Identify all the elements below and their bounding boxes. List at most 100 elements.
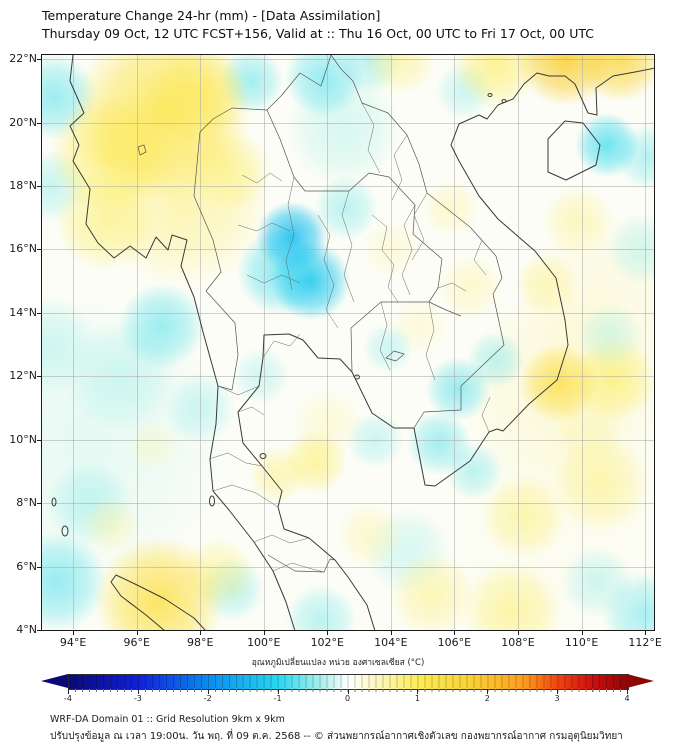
border-cambodia	[350, 293, 505, 429]
gridline-v	[518, 55, 519, 630]
hainan-island	[547, 120, 601, 181]
x-axis-tick	[327, 631, 329, 635]
colorbar-tick-label: -3	[133, 694, 142, 703]
x-tick-label: 100°E	[247, 636, 281, 649]
colorbar-tick	[557, 689, 559, 694]
country-borders-group	[137, 55, 505, 573]
colorbar-tick	[417, 689, 419, 694]
y-tick-label: 22°N	[9, 52, 37, 66]
tonle-sap-lake	[385, 350, 405, 362]
y-tick-label: 16°N	[9, 242, 37, 256]
colorbar-left-arrow	[41, 674, 68, 688]
y-axis-tick	[37, 59, 41, 61]
gridline-v	[581, 55, 583, 630]
y-tick-label: 6°N	[16, 559, 37, 573]
gridline-v	[200, 55, 202, 630]
border-thailand-malaysia	[267, 554, 336, 573]
chart-title: Temperature Change 24-hr (mm) - [Data As…	[42, 8, 381, 23]
province-borders-group	[208, 102, 491, 573]
gridline-h	[42, 59, 654, 61]
x-axis-tick	[518, 631, 519, 635]
footer-domain-info: WRF-DA Domain 01 :: Grid Resolution 9km …	[50, 714, 285, 725]
y-tick-label: 10°N	[9, 432, 37, 446]
gridline-v	[327, 55, 329, 630]
x-axis-tick	[390, 631, 392, 635]
chart-subtitle: Thursday 09 Oct, 12 UTC FCST+156, Valid …	[42, 26, 594, 41]
x-axis-tick	[136, 631, 138, 635]
x-tick-label: 102°E	[310, 636, 345, 649]
island-tonkin-2	[501, 99, 507, 103]
gridline-h	[42, 249, 654, 251]
y-tick-label: 18°N	[9, 179, 37, 192]
x-axis-tick	[263, 631, 265, 635]
border-myanmar-thailand	[193, 131, 239, 391]
colorbar-tick-label: 3	[554, 694, 560, 703]
colorbar-tick	[207, 689, 209, 694]
gridline-h	[42, 439, 654, 441]
x-axis-tick	[73, 631, 75, 635]
x-tick-label: 112°E	[628, 636, 662, 649]
colorbar-tick	[627, 689, 628, 694]
x-tick-label: 96°E	[123, 636, 150, 649]
gridline-v	[390, 55, 392, 630]
x-tick-label: 106°E	[437, 636, 472, 649]
gridline-h	[42, 312, 654, 314]
colorbar-tick-label: 4	[624, 694, 630, 703]
x-tick-label: 98°E	[186, 636, 214, 649]
border-thailand-laos-mekong	[266, 109, 443, 303]
gridline-v	[73, 55, 75, 630]
island-phuket	[209, 495, 215, 507]
colorbar-tick-label: 2	[484, 694, 490, 703]
x-tick-label: 108°E	[501, 636, 535, 649]
y-axis-tick	[37, 312, 41, 314]
y-axis-tick	[37, 439, 41, 441]
footer-agency-info: ปรับปรุงข้อมูล ณ เวลา 19:00น. วัน พฤ. ที…	[50, 731, 623, 742]
y-tick-label: 8°N	[16, 496, 37, 510]
colorbar-tick	[487, 689, 489, 694]
x-axis-tick	[454, 631, 456, 635]
gridline-v	[136, 55, 138, 630]
x-tick-label: 110°E	[564, 636, 599, 649]
y-axis-tick	[37, 186, 41, 187]
colorbar-tick	[68, 689, 69, 694]
colorbar-segment-lines	[68, 674, 627, 688]
island-samui	[259, 453, 267, 459]
gridline-v	[263, 55, 265, 630]
colorbar-tick-label: 1	[414, 694, 420, 703]
colorbar-tick-label: -1	[273, 694, 282, 703]
colorbar-tick-label: -4	[64, 694, 72, 703]
y-axis-tick	[37, 376, 41, 378]
gridline-h	[42, 186, 654, 187]
colorbar-tick-label: 0	[344, 694, 351, 703]
y-tick-label: 14°N	[9, 305, 37, 319]
island-kohchang	[354, 374, 360, 380]
y-tick-label: 4°N	[16, 623, 37, 636]
gridline-h	[42, 376, 654, 378]
gridline-h	[42, 503, 654, 505]
island-andaman-1	[51, 497, 57, 507]
y-axis-tick	[37, 503, 41, 505]
gridline-v	[454, 55, 456, 630]
colorbar-tick	[277, 689, 279, 694]
gridline-v	[645, 55, 647, 630]
island-andaman-2	[61, 525, 69, 537]
y-axis-tick	[37, 566, 41, 568]
sumatra-coast	[110, 574, 206, 630]
coast-west-myanmar-peninsula	[69, 55, 296, 630]
colorbar-tick	[137, 689, 139, 694]
x-tick-label: 104°E	[374, 636, 408, 649]
y-axis-tick	[37, 630, 41, 631]
colorbar-tick	[347, 689, 349, 694]
gridline-h	[42, 566, 654, 568]
border-laos-vietnam	[330, 55, 503, 295]
island-tonkin-1	[487, 93, 493, 97]
colorbar-tick-label: -2	[203, 694, 212, 703]
colorbar-right-arrow	[627, 674, 654, 688]
coast-gulf-vietnam-china	[237, 67, 654, 630]
y-tick-label: 12°N	[9, 369, 37, 383]
x-axis-tick	[645, 631, 647, 635]
y-axis-tick	[37, 249, 41, 251]
coastline-borders-layer	[51, 55, 654, 630]
x-axis-tick	[581, 631, 583, 635]
x-axis-tick	[200, 631, 202, 635]
